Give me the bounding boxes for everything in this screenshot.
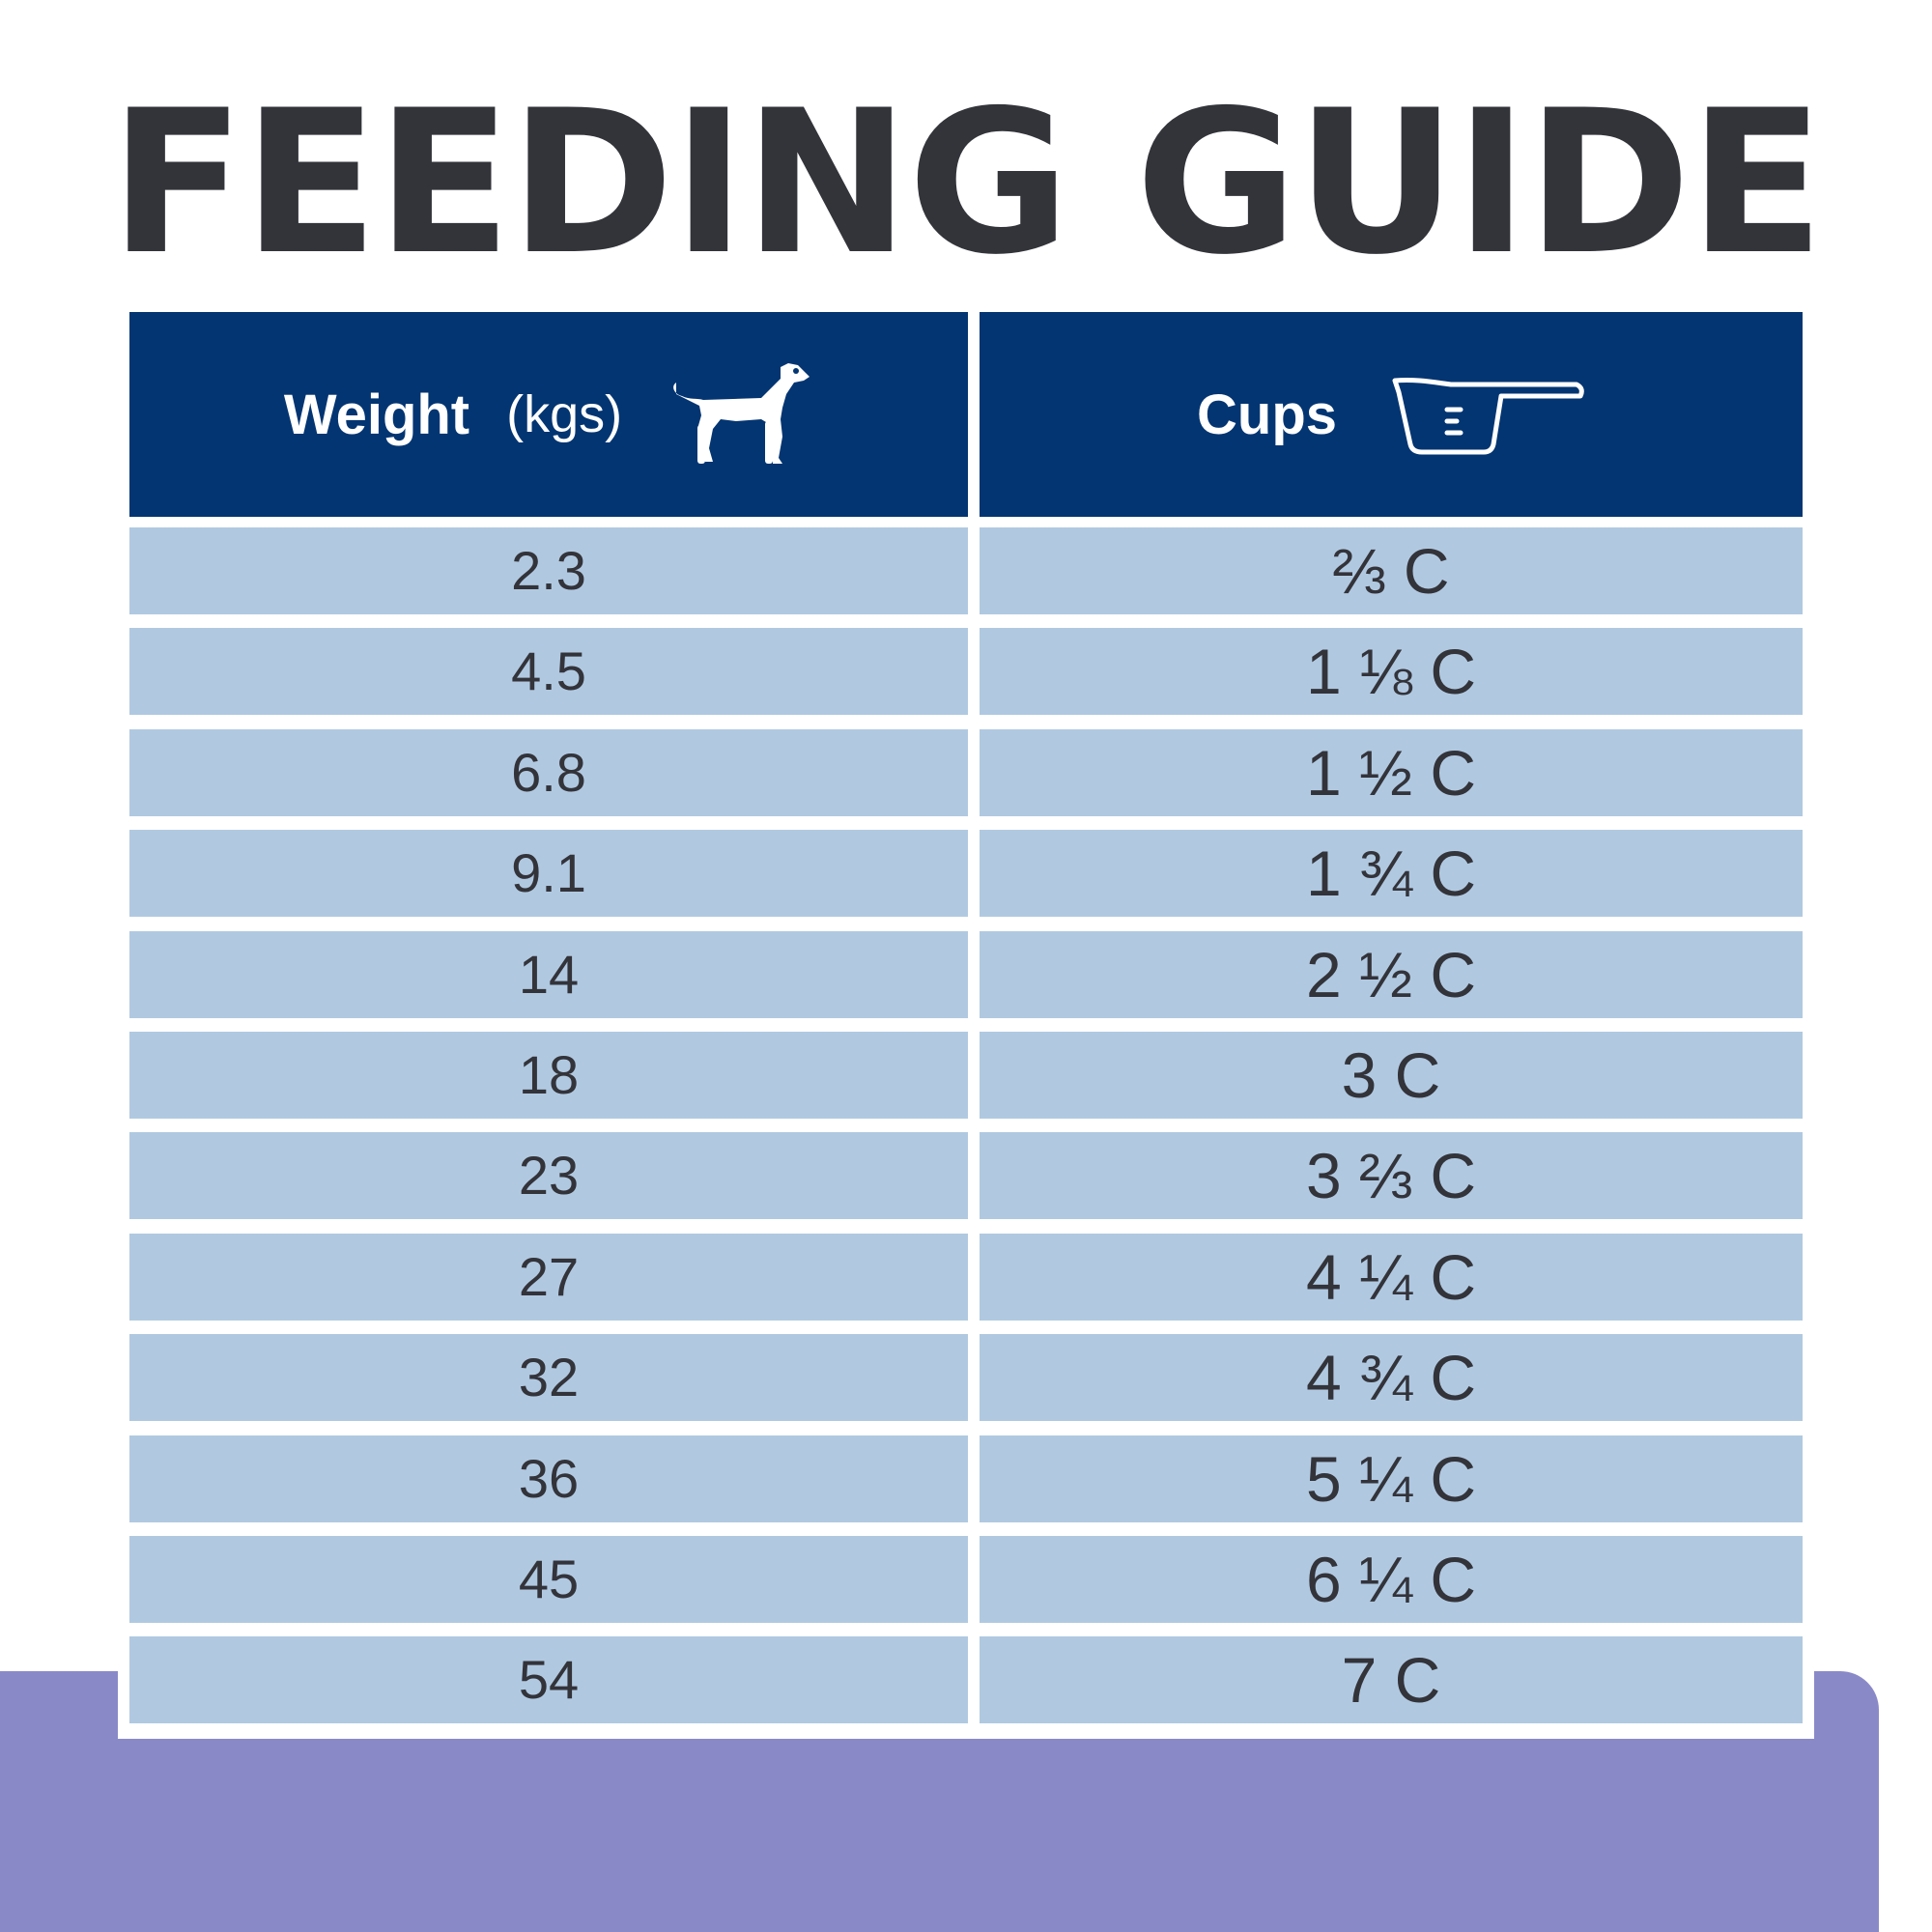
table-row: 2.3 ⅔ C <box>129 527 1803 614</box>
feeding-table: Weight (kgs) Cups 2.3 ⅔ C 4.5 1 ⅛ C 6.8 1 ½ C… <box>118 299 1814 1739</box>
weight-cell: 23 <box>129 1132 968 1220</box>
weight-cell: 6.8 <box>129 728 968 816</box>
cups-cell: 1 ½ C <box>980 728 1803 816</box>
table-row: 9.1 1 ¾ C <box>129 830 1803 918</box>
cups-cell: 7 C <box>980 1636 1803 1724</box>
weight-cell: 27 <box>129 1233 968 1321</box>
cups-cell: 3 ⅔ C <box>980 1132 1803 1220</box>
table-row: 4.5 1 ⅛ C <box>129 628 1803 716</box>
header-weight-unit: (kgs) <box>506 385 623 443</box>
weight-cell: 4.5 <box>129 628 968 716</box>
header-cups-label: Cups <box>1197 383 1337 446</box>
cups-cell: 1 ⅛ C <box>980 628 1803 716</box>
table-row: 36 5 ¼ C <box>129 1435 1803 1522</box>
weight-cell: 9.1 <box>129 830 968 918</box>
weight-cell: 36 <box>129 1435 968 1522</box>
table-row: 23 3 ⅔ C <box>129 1132 1803 1220</box>
weight-cell: 32 <box>129 1334 968 1422</box>
cups-cell: 1 ¾ C <box>980 830 1803 918</box>
cups-cell: 4 ¼ C <box>980 1233 1803 1321</box>
measuring-cup-icon <box>1392 378 1584 455</box>
cups-cell: 3 C <box>980 1032 1803 1119</box>
cups-cell: 5 ¼ C <box>980 1435 1803 1522</box>
dog-icon <box>673 363 810 464</box>
weight-cell: 18 <box>129 1032 968 1119</box>
header-cups: Cups <box>980 312 1803 517</box>
table-row: 45 6 ¼ C <box>129 1536 1803 1623</box>
header-weight: Weight (kgs) <box>129 312 968 517</box>
table-row: 6.8 1 ½ C <box>129 728 1803 816</box>
table-row: 54 7 C <box>129 1636 1803 1724</box>
cups-cell: ⅔ C <box>980 527 1803 614</box>
weight-cell: 54 <box>129 1636 968 1724</box>
weight-cell: 14 <box>129 930 968 1018</box>
table-row: 14 2 ½ C <box>129 930 1803 1018</box>
weight-cell: 45 <box>129 1536 968 1623</box>
table-row: 18 3 C <box>129 1032 1803 1119</box>
weight-cell: 2.3 <box>129 527 968 614</box>
table-row: 27 4 ¼ C <box>129 1233 1803 1321</box>
header-weight-label: Weight <box>283 383 470 446</box>
table-row: 32 4 ¾ C <box>129 1334 1803 1422</box>
cups-cell: 4 ¾ C <box>980 1334 1803 1422</box>
cups-cell: 2 ½ C <box>980 930 1803 1018</box>
page-title: FEEDING GUIDE <box>109 69 1825 298</box>
cups-cell: 6 ¼ C <box>980 1536 1803 1623</box>
